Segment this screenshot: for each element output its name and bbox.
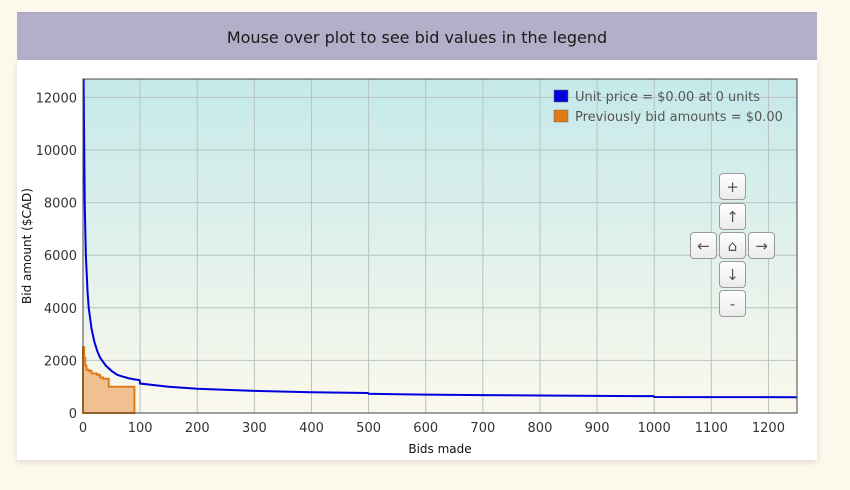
instruction-banner: Mouse over plot to see bid values in the… (17, 12, 817, 61)
previous-bids-area (82, 346, 136, 414)
x-tick-label: 300 (242, 421, 267, 436)
x-tick-label: 800 (528, 421, 553, 436)
x-tick-label: 1100 (695, 421, 728, 436)
y-tick-label: 8000 (44, 197, 77, 212)
pan-left-button[interactable]: ← (690, 232, 717, 259)
y-tick-label: 2000 (44, 354, 77, 369)
y-tick-label: 12000 (36, 91, 77, 106)
pan-up-button[interactable]: ↑ (719, 203, 746, 230)
home-icon[interactable]: ⌂ (719, 232, 746, 259)
x-tick-label: 400 (299, 421, 324, 436)
legend: Unit price = $0.00 at 0 units Previously… (553, 89, 783, 125)
y-tick-label: 0 (69, 407, 77, 422)
x-tick-label: 500 (356, 421, 381, 436)
y-axis-label: Bid amount ($CAD) (20, 188, 34, 304)
x-tick-label: 700 (470, 421, 495, 436)
tick-labels: 0 100 200 300 400 500 600 700 800 900 1000 1100 1200… (36, 91, 785, 436)
pan-right-button[interactable]: → (748, 232, 775, 259)
chart-panel: 0 100 200 300 400 500 600 700 800 900 1000 1100 1200… (17, 60, 817, 460)
pan-down-button[interactable]: ↓ (719, 261, 746, 288)
plot-border (82, 78, 798, 414)
legend-swatch-unit-price (553, 89, 569, 103)
x-tick-label: 100 (128, 421, 153, 436)
legend-unit-price: Unit price = $0.00 at 0 units (575, 90, 760, 105)
legend-swatch-previous-bids (553, 109, 569, 123)
zoom-out-button[interactable]: - (719, 290, 746, 317)
x-tick-label: 200 (185, 421, 210, 436)
plot-area[interactable] (83, 79, 797, 413)
x-tick-label: 1000 (638, 421, 671, 436)
x-tick-label: 0 (79, 421, 87, 436)
series-layer (82, 78, 798, 414)
y-tick-label: 4000 (44, 302, 77, 317)
banner-text: Mouse over plot to see bid values in the… (226, 27, 608, 47)
unit-price-line (82, 78, 798, 399)
x-axis-label: Bids made (408, 442, 471, 456)
legend-previous-bids: Previously bid amounts = $0.00 (575, 110, 783, 125)
x-tick-label: 900 (585, 421, 610, 436)
y-tick-label: 10000 (36, 144, 77, 159)
bid-chart[interactable]: 0 100 200 300 400 500 600 700 800 900 1000 1100 1200… (17, 60, 817, 460)
x-tick-label: 1200 (752, 421, 785, 436)
y-tick-label: 6000 (44, 249, 77, 264)
zoom-in-button[interactable]: + (719, 173, 746, 200)
x-tick-label: 600 (413, 421, 438, 436)
